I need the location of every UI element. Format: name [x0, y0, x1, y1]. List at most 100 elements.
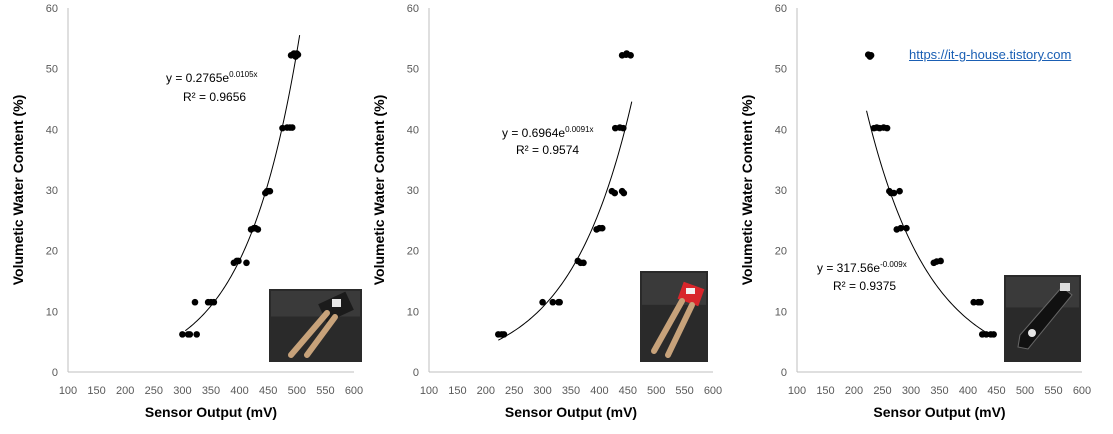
x-tick-label: 450	[259, 385, 277, 397]
data-point	[243, 259, 250, 267]
x-tick-label: 200	[116, 385, 134, 397]
x-tick-label: 550	[675, 385, 693, 397]
y-axis-title: Volumetic Water Content (%)	[739, 95, 755, 286]
x-axis-title: Sensor Output (mV)	[873, 404, 1005, 420]
y-tick-label: 60	[46, 3, 58, 15]
data-point	[254, 226, 262, 233]
x-tick-label: 400	[230, 385, 248, 397]
x-axis-title: Sensor Output (mV)	[505, 404, 637, 420]
y-axis-title: Volumetic Water Content (%)	[10, 95, 26, 286]
x-tick-label: 600	[704, 385, 722, 397]
data-point	[903, 224, 910, 232]
y-tick-label: 0	[52, 367, 58, 379]
trendline-equation: y = 317.56e-0.009x	[817, 260, 907, 275]
x-tick-label: 350	[202, 385, 220, 397]
x-tick-label: 150	[87, 385, 105, 397]
x-tick-label: 100	[59, 385, 77, 397]
chart-panel-3: 100 150 200 250 300 350 400 450 500 550 600 0 10 20 30…	[739, 3, 1091, 420]
trendline-equation: y = 0.6964e0.0091x	[502, 125, 594, 140]
y-tick-label: 10	[775, 306, 787, 318]
data-point	[293, 50, 301, 57]
x-tick-label: 500	[1016, 385, 1034, 397]
data-point	[179, 331, 186, 338]
y-tick-label: 30	[46, 185, 58, 197]
data-point	[539, 298, 546, 306]
data-point	[191, 298, 199, 306]
x-tick-label: 350	[562, 385, 580, 397]
x-tick-label: 450	[987, 385, 1005, 397]
data-point	[235, 257, 242, 265]
soil-moisture-sensor-black-board-photo	[269, 289, 362, 362]
data-point	[890, 189, 898, 197]
r-squared-label: R² = 0.9656	[183, 90, 246, 104]
data-point	[611, 189, 619, 197]
x-tick-label: 300	[902, 385, 920, 397]
y-tick-label: 50	[775, 64, 787, 76]
data-point	[883, 124, 891, 132]
x-tick-label: 400	[959, 385, 977, 397]
trendline	[498, 101, 633, 341]
x-tick-label: 550	[316, 385, 334, 397]
x-tick-label: 500	[647, 385, 665, 397]
trendline	[866, 110, 994, 338]
y-axis-title: Volumetic Water Content (%)	[371, 95, 387, 286]
x-tick-label: 150	[816, 385, 834, 397]
trendline	[184, 35, 301, 332]
data-point	[867, 52, 875, 59]
data-point	[970, 298, 977, 306]
y-tick-label: 20	[407, 246, 419, 258]
x-tick-label: 200	[477, 385, 495, 397]
x-tick-label: 600	[1073, 385, 1091, 397]
y-tick-label: 40	[775, 124, 787, 136]
y-tick-label: 20	[775, 246, 787, 258]
data-point	[288, 124, 296, 131]
data-point	[580, 259, 587, 267]
y-tick-label: 20	[46, 246, 58, 258]
y-tick-label: 60	[407, 3, 419, 15]
data-point	[990, 331, 997, 338]
y-tick-label: 0	[781, 367, 787, 379]
x-tick-label: 100	[788, 385, 806, 397]
trendline-equation: y = 0.2765e0.0105x	[166, 70, 258, 85]
x-tick-label: 600	[345, 385, 363, 397]
data-point	[210, 298, 218, 306]
data-point	[556, 298, 563, 306]
y-tick-label: 30	[407, 185, 419, 197]
data-point	[598, 224, 606, 232]
data-point	[500, 331, 508, 338]
x-tick-label: 300	[533, 385, 551, 397]
chart-panel-1: 100 150 200 250 300 350 400 450 500 550 600 0 10 20 30…	[10, 3, 363, 420]
data-point	[619, 124, 627, 132]
data-point	[620, 189, 628, 197]
data-point	[186, 331, 194, 338]
y-tick-label: 40	[407, 124, 419, 136]
data-point	[193, 331, 200, 338]
x-tick-label: 250	[145, 385, 163, 397]
soil-moisture-sensor-red-board-photo	[640, 271, 708, 362]
x-tick-label: 500	[288, 385, 306, 397]
data-point	[266, 187, 274, 195]
chart-panel-2: 100 150 200 250 300 350 400 450 500 550 600 0 10 20 30…	[371, 3, 722, 420]
data-point	[623, 50, 630, 57]
r-squared-label: R² = 0.9375	[833, 279, 896, 293]
data-point	[549, 298, 557, 306]
x-tick-label: 250	[873, 385, 891, 397]
y-tick-label: 50	[407, 64, 419, 76]
y-tick-label: 0	[413, 367, 419, 379]
x-tick-label: 350	[930, 385, 948, 397]
x-tick-label: 200	[845, 385, 863, 397]
y-tick-label: 40	[46, 124, 58, 136]
data-point	[937, 257, 944, 265]
x-tick-label: 250	[505, 385, 523, 397]
y-tick-label: 10	[407, 306, 419, 318]
x-tick-label: 100	[420, 385, 438, 397]
x-tick-label: 300	[173, 385, 191, 397]
site-link[interactable]: https://it-g-house.tistory.com	[909, 47, 1072, 62]
data-point	[896, 187, 903, 195]
x-axis-title: Sensor Output (mV)	[145, 404, 277, 420]
data-point	[982, 331, 990, 338]
r-squared-label: R² = 0.9574	[516, 143, 579, 157]
y-tick-label: 30	[775, 185, 787, 197]
y-tick-label: 50	[46, 64, 58, 76]
